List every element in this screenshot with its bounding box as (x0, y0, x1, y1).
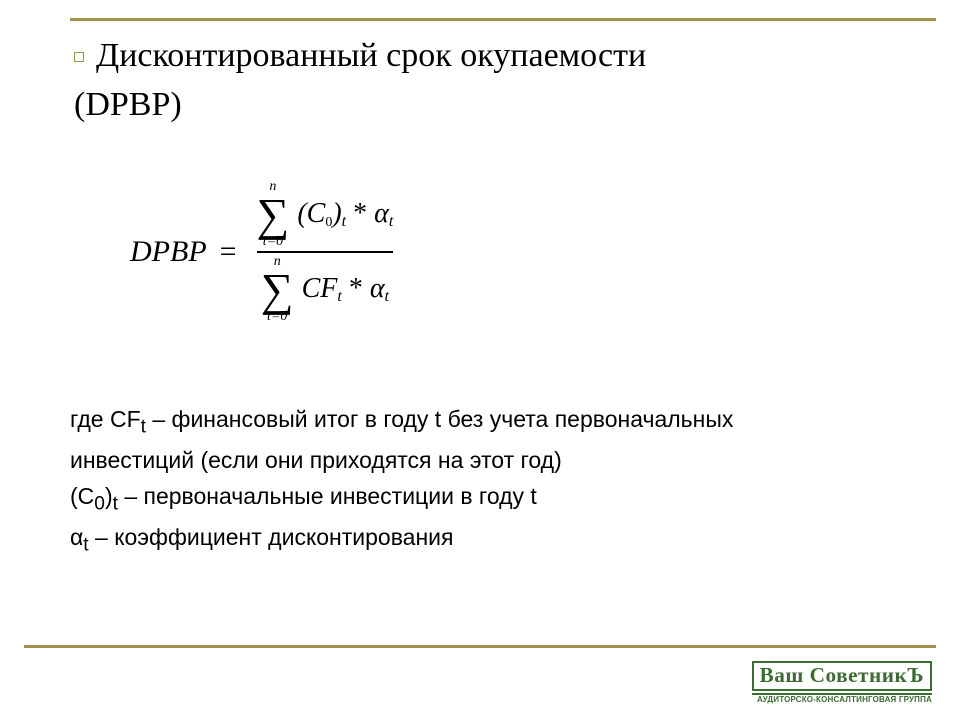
title-line1: Дисконтированный срок окупаемости (96, 37, 646, 74)
definitions: где CFt – финансовый итог в году t без у… (70, 404, 926, 559)
den-alpha: α (370, 273, 385, 304)
def-cf-prefix: где CF (70, 406, 141, 432)
fraction: n ∑ t=0 (C0)t * αt n ∑ t=0 CFt * αt (257, 180, 394, 325)
num-alpha: α (374, 198, 389, 229)
equals-sign: = (220, 235, 237, 268)
slide-title: Дисконтированный срок окупаемости (DPBP) (74, 31, 926, 130)
logo-sub: АУДИТОРСКО-КОНСАЛТИНГОВАЯ ГРУППА (752, 695, 932, 704)
top-rule (70, 18, 936, 21)
def-cf-cont: инвестиций (если они приходятся на этот … (70, 445, 926, 477)
den-lower-limit: t=0 (267, 310, 287, 324)
def-alpha-rest: – коэффициент дисконтирования (89, 524, 454, 550)
denominator: n ∑ t=0 CFt * αt (261, 255, 389, 324)
den-times: * (342, 273, 370, 304)
denominator-term: CFt * αt (302, 273, 389, 306)
num-alpha-sub: t (389, 213, 393, 230)
bullet-icon (74, 52, 84, 62)
num-close: ) (332, 198, 341, 229)
logo-main: Ваш СоветникЪ (752, 661, 932, 691)
def-c0-mid: ) (105, 483, 113, 509)
bottom-rule (24, 645, 936, 648)
formula: DPBP = n ∑ t=0 (C0)t * αt n ∑ t=0 (130, 180, 926, 325)
title-line2: (DPBP) (74, 86, 182, 123)
def-cf-cont-text: инвестиций (если они приходятся на этот … (70, 447, 562, 473)
sigma-denominator: n ∑ t=0 (261, 255, 294, 324)
def-alpha-prefix: α (70, 524, 83, 550)
numerator: n ∑ t=0 (C0)t * αt (257, 180, 394, 249)
numerator-term: (C0)t * αt (297, 198, 393, 231)
def-c0-prefix: (C (70, 483, 94, 509)
formula-lhs: DPBP = (130, 235, 243, 269)
num-lower-limit: t=0 (263, 235, 283, 249)
fraction-line (257, 251, 394, 253)
def-alpha: αt – коэффициент дисконтирования (70, 522, 926, 559)
def-cf: где CFt – финансовый итог в году t без у… (70, 404, 926, 441)
sigma-numerator: n ∑ t=0 (257, 180, 290, 249)
formula-lhs-text: DPBP (130, 235, 206, 268)
sigma-icon: ∑ (261, 269, 294, 310)
def-c0-sub0: 0 (94, 494, 105, 515)
def-c0: (C0)t – первоначальные инвестиции в году… (70, 481, 926, 518)
den-alpha-sub: t (385, 288, 389, 305)
def-cf-rest: – финансовый итог в году t без учета пер… (146, 406, 733, 432)
den-body: CF (302, 273, 338, 304)
sigma-icon: ∑ (257, 194, 290, 235)
num-times: * (346, 198, 374, 229)
def-c0-rest: – первоначальные инвестиции в году t (118, 483, 537, 509)
num-open: (C (297, 198, 325, 229)
logo: Ваш СоветникЪ АУДИТОРСКО-КОНСАЛТИНГОВАЯ … (752, 661, 932, 704)
